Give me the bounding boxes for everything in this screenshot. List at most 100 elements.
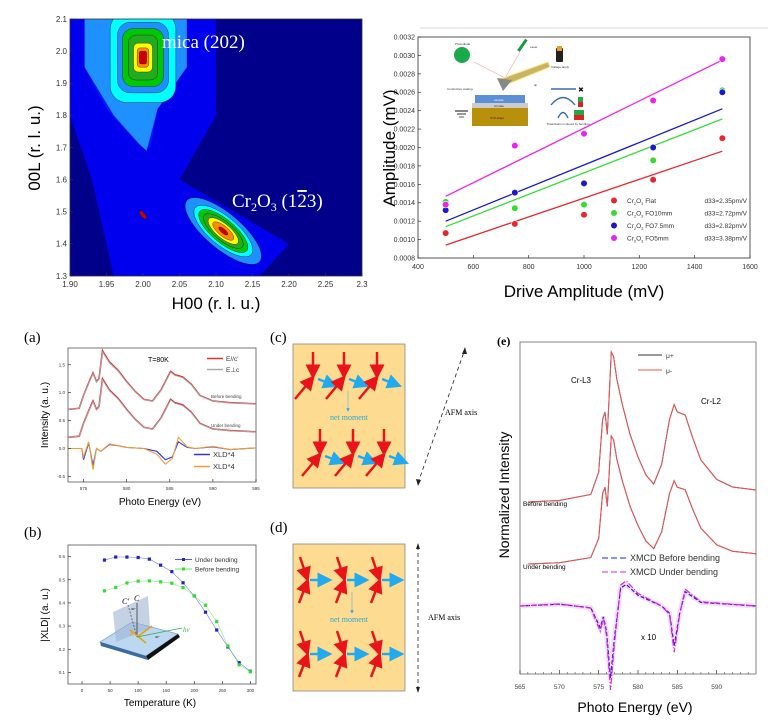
- data-point: [203, 610, 208, 614]
- x-tick-label: 570: [554, 684, 565, 691]
- data-point: [203, 603, 208, 607]
- legend-label: Under bending: [195, 557, 238, 564]
- x-tick-label: 590: [209, 486, 217, 491]
- y-tick-label: 0.0026: [394, 90, 416, 97]
- panel-b-label: (b): [24, 525, 42, 541]
- panel-c-label: (c): [270, 330, 287, 346]
- data-point: [649, 143, 657, 152]
- c-axis-label: C: [134, 594, 140, 603]
- panel-a-y-label: Intensity (a. u.): [40, 382, 51, 448]
- data-point: [170, 581, 174, 585]
- legend-label: μ+: [666, 353, 674, 360]
- laser-label: Laser: [530, 45, 538, 49]
- panel-c-net-moment-label: net moment: [330, 413, 369, 422]
- data-point: [511, 142, 519, 150]
- legend-label: XMCD Under bending: [630, 567, 718, 577]
- x-tick-label: 575: [593, 684, 604, 691]
- y-tick-label: 0.0024: [394, 108, 416, 115]
- data-point: [147, 557, 151, 561]
- x-tick-label: 580: [633, 684, 644, 691]
- data-point: [215, 619, 219, 624]
- y-tick-label: 2.0: [56, 47, 68, 56]
- data-point: [511, 204, 519, 212]
- svg-text:sample: sample: [494, 98, 504, 102]
- canted-moment-arrow: [381, 374, 403, 389]
- x-tick-label: 150: [162, 688, 170, 693]
- y-tick-label: 0.0014: [394, 200, 416, 207]
- legend-label: Before bending: [195, 567, 239, 574]
- laser-icon: [517, 38, 528, 52]
- series-line-0: [104, 556, 251, 672]
- pfm-x-label: Drive Amplitude (mV): [504, 282, 665, 301]
- rsm-chart: 1.90 1.95 2.00 2.05 2.10 2.15 2.20 2.25 2.3 1.3 1.…: [25, 15, 368, 313]
- y-tick-label: 1.8: [56, 111, 68, 120]
- y-tick-label: 0.0018: [394, 163, 416, 170]
- data-point: [237, 661, 241, 665]
- y-tick-label: 0.0028: [394, 71, 416, 78]
- spectrum-perp-1: [67, 378, 257, 438]
- before-bending-label: Before bending: [211, 394, 242, 399]
- bent-sample-icon: [550, 96, 576, 106]
- spin-arrow-up: [334, 452, 355, 477]
- panel-d-afm-axis-label: AFM axis: [428, 613, 460, 622]
- afm-tip: [497, 78, 512, 91]
- svg-text:XYZ stage: XYZ stage: [490, 116, 504, 120]
- y-tick-label: 0.2: [59, 647, 66, 652]
- y-tick-label: 1.4: [56, 240, 68, 249]
- sample-layer: [475, 95, 525, 103]
- data-point: [102, 558, 107, 562]
- legend-label: Cr2O3 FO7.5mm: [627, 223, 674, 231]
- legend-marker: [611, 210, 617, 216]
- data-point: [511, 189, 519, 197]
- panel-a-chart: (a) 575 580 585 590 595 -0.5 0.0 0.5 1.0 1.5 T=80…: [24, 330, 260, 508]
- x-tick-label: 1000: [576, 264, 592, 271]
- xmcd-under: [519, 579, 757, 691]
- legend-label: E//c': [226, 356, 238, 363]
- legend-label: Cr2O3 FO10mm: [627, 211, 672, 219]
- fit-line-2: [445, 108, 723, 222]
- x-tick-label: 585: [672, 684, 683, 691]
- e-before-bending-label: Before bending: [523, 501, 567, 508]
- data-point: [580, 211, 588, 219]
- data-point: [170, 570, 174, 574]
- x-tick-label: 1.95: [99, 280, 115, 289]
- spin-arrow-down: [296, 630, 311, 657]
- panel-b-x-label: Temperature (K): [124, 698, 196, 709]
- x-tick-label: 595: [252, 486, 260, 491]
- y-tick-label: 0.5: [59, 577, 66, 582]
- x-tick-label: 1200: [632, 264, 648, 271]
- y-tick-label: 0.5: [59, 418, 66, 423]
- spin-arrow-up: [333, 578, 348, 604]
- data-point: [718, 88, 726, 96]
- temperature-annotation: T=80K: [148, 357, 169, 364]
- data-point: [248, 670, 252, 674]
- bending-geometry-inset: C C' E hν 30° 30°: [99, 594, 191, 660]
- x-tick-label: 575: [80, 486, 88, 491]
- data-point: [181, 586, 185, 590]
- cr-l2-label: Cr-L2: [701, 397, 722, 406]
- x-tick-label: 2.05: [172, 280, 188, 289]
- mica-peak-label: mica (202): [162, 32, 245, 53]
- panel-a-label: (a): [24, 330, 41, 346]
- data-point: [181, 581, 185, 585]
- cr2o3-peak-label: Cr2O3 (123): [232, 191, 323, 214]
- y-tick-label: 0.0032: [394, 34, 416, 41]
- legend-label: Cr2O3 Flat: [627, 198, 656, 206]
- e-field-label: E: [129, 632, 134, 638]
- cr2o3-contour-6: [218, 226, 229, 236]
- x-tick-label: 300: [247, 688, 255, 693]
- legend-d33: d33=2.72pm/V: [705, 211, 748, 218]
- legend-label: XLD*4: [213, 450, 235, 459]
- panel-a-x-label: Photo Energy (eV): [119, 497, 201, 508]
- canted-moment-arrow: [357, 451, 379, 466]
- tip-label: tip: [534, 83, 538, 87]
- spin-arrow-up: [296, 652, 311, 678]
- data-point: [580, 200, 588, 209]
- panel-d-diagram: (d) net moment AFM axis: [270, 520, 460, 693]
- canted-moment-arrow: [317, 374, 339, 389]
- svg-text:30°: 30°: [155, 635, 160, 639]
- data-point: [158, 563, 163, 567]
- xyz-stage: [472, 108, 528, 126]
- legend-marker: [611, 222, 617, 229]
- x-tick-label: 600: [467, 264, 479, 271]
